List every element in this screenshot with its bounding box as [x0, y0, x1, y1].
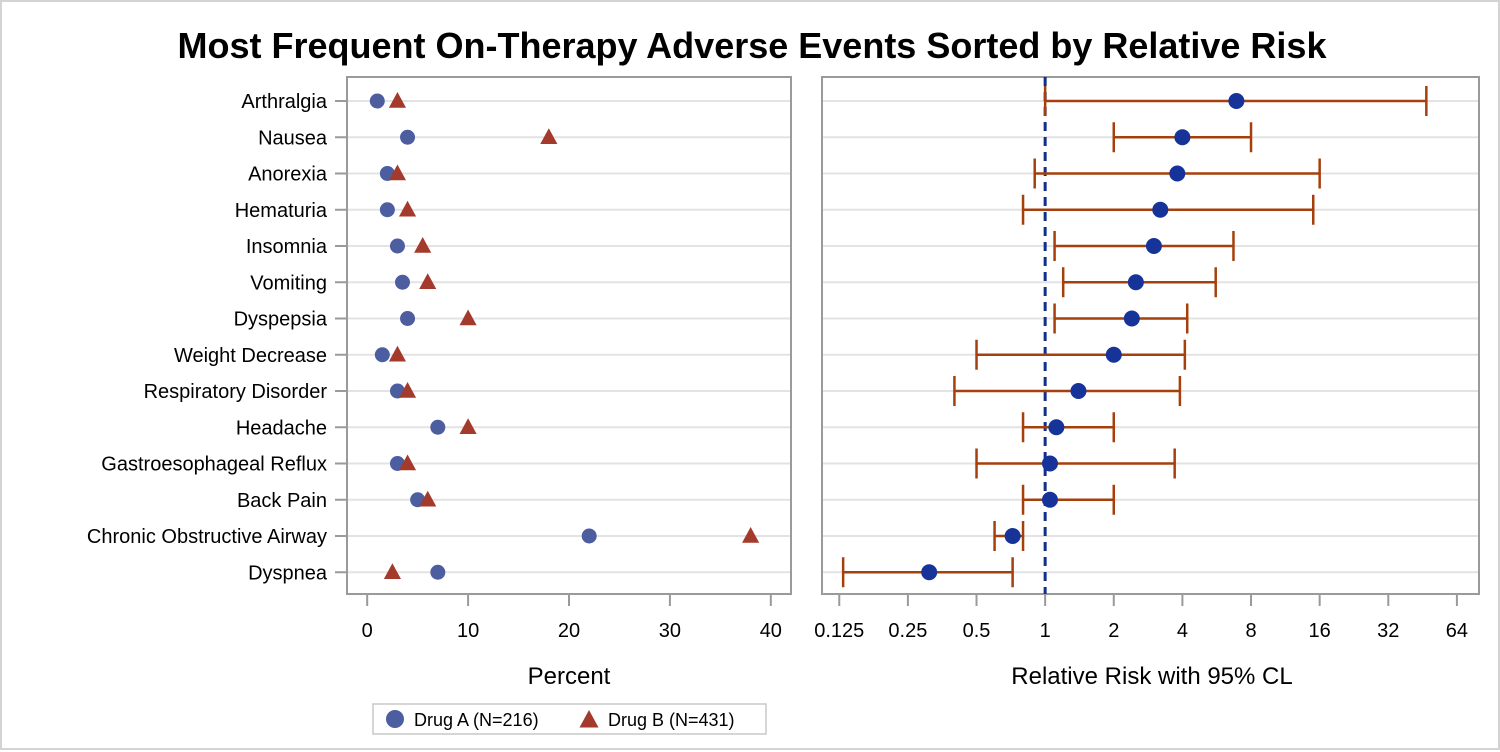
percent-axis-label: Percent: [528, 663, 611, 690]
category-label: Back Pain: [237, 490, 327, 512]
drug-a-point: [430, 564, 446, 580]
relative-risk-point: [1123, 310, 1140, 327]
drug-b-point: [742, 527, 760, 543]
percent-plot-area: [346, 76, 792, 595]
percent-panel: Arthralgia Nausea Anorexia Hematuria Insomni…: [87, 76, 792, 642]
drug-a-point: [430, 419, 446, 435]
drug-b-point: [398, 382, 417, 398]
relative-risk-point: [921, 564, 938, 581]
drug-b-point: [388, 92, 407, 108]
category-label: Gastroesophageal Reflux: [101, 454, 327, 476]
relative-risk-point: [1169, 165, 1186, 182]
x-tick-label: 40: [760, 620, 782, 642]
category-label: Respiratory Disorder: [144, 381, 328, 403]
drug-b-point: [383, 563, 401, 579]
relative-risk-point: [1048, 419, 1065, 436]
drug-a-point: [581, 528, 597, 544]
category-label: Dyspnea: [248, 562, 328, 584]
rr-x-tick-label: 64: [1446, 620, 1468, 642]
relative-risk-plot-area: [821, 76, 1480, 595]
category-label: Vomiting: [250, 272, 327, 294]
drug-b-point: [388, 164, 407, 181]
category-label: Hematuria: [235, 200, 328, 222]
drug-b-point: [419, 490, 437, 507]
category-label: Weight Decrease: [174, 345, 327, 367]
rr-x-tick-label: 1: [1040, 620, 1051, 642]
x-tick-label: 30: [659, 620, 681, 642]
drug-b-point: [414, 237, 432, 253]
relative-risk-point: [1070, 383, 1087, 399]
relative-risk-point: [1041, 491, 1058, 508]
rr-x-tick-label: 32: [1377, 620, 1399, 642]
category-label: Arthralgia: [241, 91, 327, 113]
drug-a-point: [374, 347, 390, 363]
legend-drug-b-label: Drug B (N=431): [608, 710, 735, 730]
rr-x-tick-label: 0.5: [963, 620, 991, 642]
drug-b-point: [398, 200, 417, 217]
rr-x-tick-label: 8: [1245, 620, 1256, 642]
drug-a-point: [389, 238, 405, 254]
rr-x-tick-label: 0.125: [814, 620, 864, 642]
category-label: Headache: [236, 417, 327, 439]
category-label: Insomnia: [246, 236, 328, 258]
drug-b-point: [398, 454, 417, 471]
drug-b-point: [419, 273, 437, 289]
relative-risk-panel: 0.125 0.25 0.5 1 2 4 8 16 32 64: [814, 76, 1480, 642]
drug-a-point: [400, 129, 416, 145]
drug-b-point: [459, 418, 477, 434]
relative-risk-point: [1004, 528, 1021, 544]
rr-x-tick-label: 0.25: [888, 620, 927, 642]
legend-drug-a-marker: [386, 710, 404, 728]
x-tick-label: 0: [362, 620, 373, 642]
drug-b-point: [540, 128, 558, 144]
drug-a-point: [379, 202, 395, 218]
chart-title: Most Frequent On-Therapy Adverse Events …: [178, 25, 1328, 66]
drug-a-point: [395, 274, 410, 290]
x-tick-label: 10: [457, 620, 479, 642]
relative-risk-point: [1152, 201, 1169, 218]
drug-b-point: [459, 309, 477, 326]
relative-risk-point: [1127, 274, 1144, 291]
relative-risk-axis-label: Relative Risk with 95% CL: [1011, 663, 1292, 690]
category-label: Dyspepsia: [234, 309, 328, 331]
drug-a-point: [400, 311, 416, 326]
relative-risk-point: [1105, 346, 1122, 363]
category-label: Anorexia: [248, 164, 328, 186]
relative-risk-point: [1174, 129, 1191, 146]
legend: Drug A (N=216) Drug B (N=431): [372, 703, 767, 735]
x-tick-label: 20: [558, 620, 580, 642]
category-label: Nausea: [258, 127, 328, 149]
category-label: Chronic Obstructive Airway: [87, 526, 327, 548]
drug-b-point: [388, 345, 407, 362]
relative-risk-point: [1228, 93, 1245, 109]
relative-risk-point: [1041, 455, 1058, 472]
rr-x-tick-label: 2: [1108, 620, 1119, 642]
rr-x-tick-label: 4: [1177, 620, 1188, 642]
legend-drug-a-label: Drug A (N=216): [414, 710, 539, 730]
drug-a-point: [369, 93, 385, 109]
legend-drug-b-marker: [579, 710, 599, 728]
relative-risk-point: [1145, 238, 1162, 254]
rr-x-tick-label: 16: [1309, 620, 1331, 642]
legend-box: [372, 703, 767, 735]
